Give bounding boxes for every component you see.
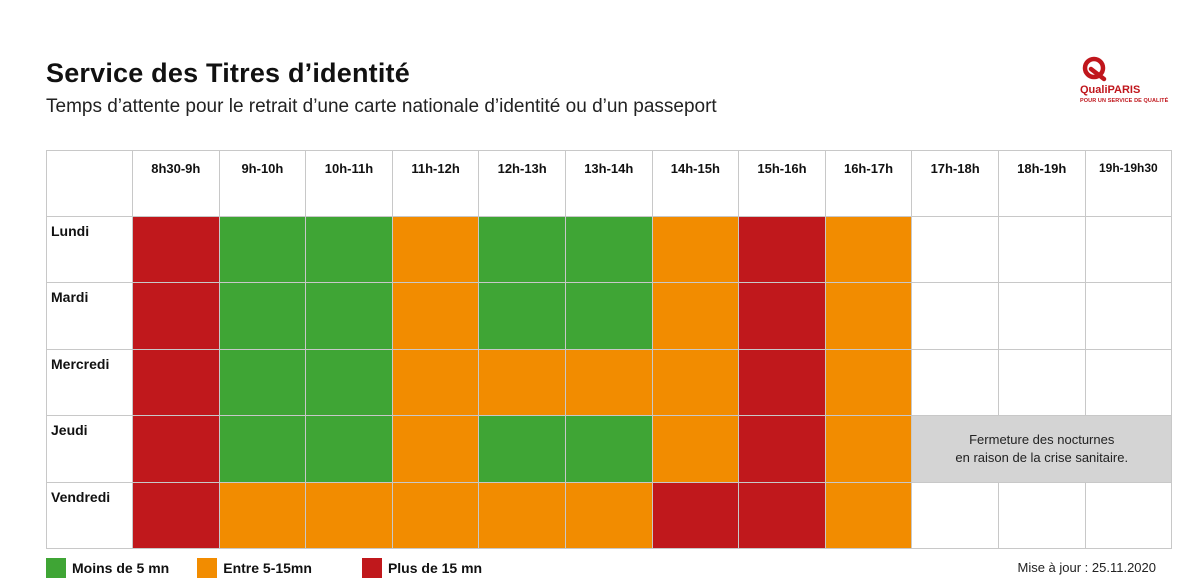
wait-cell-orange (825, 482, 913, 549)
qualiparis-logo: QualiPARIS POUR UN SERVICE DE QUALITÉ (1080, 52, 1168, 108)
time-slot-header: 17h-18h (912, 151, 999, 217)
wait-cell-orange (565, 349, 653, 417)
wait-cell-red (739, 217, 826, 284)
wait-cell-green (565, 416, 653, 483)
wait-cell-red (133, 283, 220, 350)
legend-swatch (361, 558, 382, 578)
wait-cell-orange (825, 217, 913, 284)
wait-cell-red (739, 349, 826, 417)
time-slot-header: 16h-17h (825, 151, 913, 217)
legend-label: Moins de 5 mn (72, 560, 170, 576)
legend-item: Moins de 5 mn (46, 558, 169, 578)
wait-cell-none (998, 482, 1086, 549)
wait-cell-red (133, 482, 220, 549)
time-slot-header: 12h-13h (479, 151, 566, 217)
wait-cell-green (479, 416, 566, 483)
grid-corner (47, 151, 133, 217)
day-label: Jeudi (47, 416, 133, 483)
wait-time-grid: 8h30-9h 9h-10h 10h-11h 11h-12h 12h-13h 13h-14… (46, 150, 1173, 549)
wait-cell-green (565, 217, 653, 284)
wait-cell-orange (392, 482, 480, 549)
wait-cell-none (1085, 349, 1173, 417)
wait-cell-red (133, 217, 220, 284)
wait-cell-red (739, 416, 826, 483)
wait-cell-none (998, 349, 1086, 417)
wait-cell-red (739, 482, 826, 549)
time-slot-header: 10h-11h (306, 151, 393, 217)
logo-q-icon (1082, 56, 1107, 82)
wait-cell-orange (652, 283, 740, 350)
wait-cell-none (998, 217, 1086, 284)
closure-note: Fermeture des nocturnes en raison de la c… (912, 416, 1173, 483)
page-title: Service des Titres d’identité (46, 58, 410, 88)
closure-note-line2: en raison de la crise sanitaire. (955, 449, 1129, 465)
page-subtitle: Temps d’attente pour le retrait d’une ca… (46, 96, 717, 117)
wait-cell-none (1085, 482, 1173, 549)
time-slot-header: 13h-14h (565, 151, 653, 217)
wait-cell-orange (652, 217, 740, 284)
wait-cell-none (912, 217, 999, 284)
wait-cell-orange (825, 283, 913, 350)
logo-tagline: POUR UN SERVICE DE QUALITÉ (1080, 98, 1169, 104)
wait-cell-orange (652, 349, 740, 417)
wait-cell-orange (306, 482, 393, 549)
wait-cell-orange (392, 416, 480, 483)
wait-cell-green (219, 349, 307, 417)
time-slot-header: 8h30-9h (133, 151, 220, 217)
time-slot-header: 9h-10h (219, 151, 307, 217)
update-date: Mise à jour : 25.11.2020 (1017, 560, 1156, 575)
day-label: Mercredi (47, 349, 133, 417)
wait-cell-green (306, 283, 393, 350)
wait-cell-none (912, 283, 999, 350)
wait-cell-red (133, 416, 220, 483)
wait-cell-green (306, 217, 393, 284)
wait-cell-none (912, 349, 999, 417)
time-slot-header: 18h-19h (998, 151, 1086, 217)
wait-cell-orange (825, 416, 913, 483)
day-label: Lundi (47, 217, 133, 284)
wait-cell-green (479, 283, 566, 350)
wait-cell-orange (479, 349, 566, 417)
wait-cell-orange (825, 349, 913, 417)
legend-swatch (46, 558, 66, 578)
wait-cell-green (565, 283, 653, 350)
wait-cell-green (219, 217, 307, 284)
wait-cell-none (912, 482, 999, 549)
legend-label: Entre 5-15mn (223, 560, 312, 576)
wait-cell-orange (392, 283, 480, 350)
legend-item: Plus de 15 mn (361, 558, 483, 578)
wait-cell-green (219, 283, 307, 350)
legend-swatch (197, 558, 218, 578)
time-slot-header: 11h-12h (392, 151, 480, 217)
day-label: Vendredi (47, 482, 133, 549)
wait-cell-orange (565, 482, 653, 549)
wait-cell-red (133, 349, 220, 417)
time-slot-header: 19h-19h30 (1085, 151, 1173, 217)
time-slot-header: 14h-15h (652, 151, 740, 217)
wait-cell-green (219, 416, 307, 483)
wait-cell-red (739, 283, 826, 350)
wait-cell-none (1085, 217, 1173, 284)
wait-cell-orange (219, 482, 307, 549)
legend: Moins de 5 mn Entre 5-15mn Plus de 15 mn (46, 558, 482, 578)
time-slot-header: 15h-16h (739, 151, 826, 217)
wait-cell-orange (479, 482, 566, 549)
wait-cell-green (306, 416, 393, 483)
closure-note-line1: Fermeture des nocturnes (969, 431, 1115, 447)
logo-name: QualiPARIS (1080, 84, 1141, 96)
wait-cell-orange (392, 217, 480, 284)
wait-cell-orange (392, 349, 480, 417)
wait-cell-none (998, 283, 1086, 350)
wait-cell-green (306, 349, 393, 417)
legend-item: Entre 5-15mn (197, 558, 312, 578)
wait-cell-orange (652, 416, 740, 483)
legend-label: Plus de 15 mn (387, 560, 483, 576)
wait-cell-green (479, 217, 566, 284)
wait-cell-none (1085, 283, 1173, 350)
wait-cell-red (652, 482, 740, 549)
day-label: Mardi (47, 283, 133, 350)
